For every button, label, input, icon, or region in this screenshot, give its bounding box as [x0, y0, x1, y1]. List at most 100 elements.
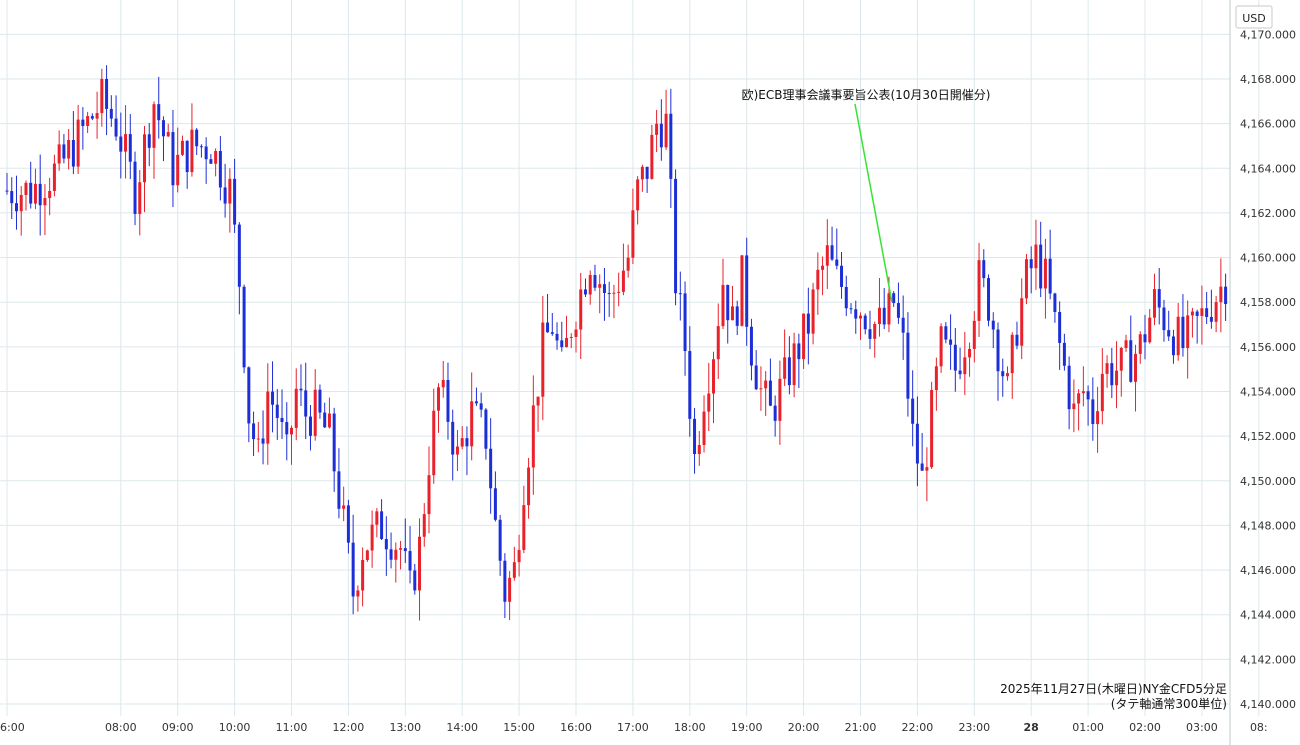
candle-body: [67, 139, 71, 159]
candle-body: [318, 389, 322, 413]
currency-badge: [1235, 5, 1273, 29]
x-tick-label: 02:00: [1129, 721, 1161, 734]
candle-body: [223, 187, 227, 204]
candle-body: [105, 78, 109, 109]
candle-body: [854, 309, 858, 319]
candle-body: [185, 140, 189, 173]
candle-body: [598, 284, 602, 288]
candle-body: [432, 410, 436, 476]
candle-body: [749, 326, 753, 366]
candle-body: [944, 326, 948, 340]
candle-body: [470, 401, 474, 447]
candle-body: [896, 303, 900, 318]
candle-body: [1176, 316, 1180, 356]
candle-body: [209, 159, 213, 164]
x-tick-label: 16:00: [560, 721, 592, 734]
candle-body: [1091, 399, 1095, 425]
candle-body: [930, 390, 934, 468]
candle-body: [342, 505, 346, 509]
x-tick-label: 15:00: [503, 721, 535, 734]
candle-body: [204, 146, 208, 160]
candle-body: [664, 113, 668, 148]
candle-body: [484, 409, 488, 449]
chart-caption-line1: 2025年11月27日(木曜日)NY金CFD5分足: [1000, 681, 1227, 696]
candle-body: [451, 421, 455, 455]
candle-body: [726, 284, 730, 321]
candle-body: [906, 332, 910, 399]
candle-body: [76, 119, 80, 167]
y-tick-label: 4,146.000: [1240, 564, 1296, 577]
candle-body: [991, 320, 995, 330]
candle-body: [1058, 312, 1062, 343]
candle-body: [399, 548, 403, 550]
candle-body: [934, 366, 938, 391]
candle-body: [176, 154, 180, 186]
candle-body: [1200, 308, 1204, 316]
candle-body: [19, 194, 23, 212]
candle-body: [621, 270, 625, 292]
candle-body: [114, 118, 118, 137]
x-tick-label: 13:00: [389, 721, 421, 734]
candle-body: [645, 166, 649, 179]
candle-body: [24, 182, 28, 195]
candle-body: [1067, 365, 1071, 410]
candle-body: [849, 308, 853, 310]
annotation-line: [854, 103, 893, 303]
candle-body: [778, 378, 782, 421]
candle-body: [133, 161, 137, 214]
candle-body: [1181, 316, 1185, 349]
candle-body: [474, 401, 478, 404]
candle-body: [441, 379, 445, 388]
candle-body: [1001, 371, 1005, 377]
x-tick-label: 22:00: [902, 721, 934, 734]
candle-body: [247, 367, 251, 424]
candle-body: [285, 422, 289, 435]
candle-body: [1043, 258, 1047, 289]
candle-body: [237, 224, 241, 287]
candle-body: [1110, 363, 1114, 386]
candle-body: [152, 104, 156, 148]
candle-body: [655, 123, 659, 135]
candle-body: [361, 559, 365, 591]
candle-body: [541, 322, 545, 397]
candle-body: [887, 293, 891, 325]
candle-body: [982, 260, 986, 279]
candle-body: [678, 293, 682, 295]
candle-body: [1134, 353, 1138, 382]
x-tick-label: 20:00: [788, 721, 820, 734]
candle-body: [617, 291, 621, 293]
x-tick-label: 03:00: [1186, 721, 1218, 734]
candle-body: [10, 191, 14, 204]
candle-body: [1129, 340, 1133, 382]
candle-body: [1105, 363, 1109, 374]
candle-body: [332, 413, 336, 472]
y-tick-label: 4,148.000: [1240, 519, 1296, 532]
candle-body: [261, 438, 265, 444]
candle-body: [498, 519, 502, 561]
candle-body: [57, 144, 61, 164]
y-tick-label: 4,150.000: [1240, 475, 1296, 488]
candle-body: [522, 505, 526, 550]
candle-body: [161, 120, 165, 137]
candle-body: [1096, 411, 1100, 425]
candle-body: [1119, 347, 1123, 371]
candle-body: [764, 380, 768, 389]
candle-body: [925, 467, 929, 471]
candle-body: [1143, 334, 1147, 343]
candle-body: [882, 307, 886, 325]
candle-body: [275, 404, 279, 418]
y-tick-label: 4,152.000: [1240, 430, 1296, 443]
candle-body: [280, 417, 284, 423]
candle-body: [384, 539, 388, 550]
candle-body: [1072, 403, 1076, 410]
candle-body: [588, 275, 592, 295]
candle-body: [1157, 289, 1161, 308]
candle-body: [821, 265, 825, 270]
candle-body: [1077, 393, 1081, 404]
candle-body: [62, 144, 66, 159]
candle-body: [252, 423, 256, 440]
candle-body: [389, 549, 393, 560]
candle-body: [95, 113, 99, 119]
candle-body: [166, 132, 170, 137]
candle-body: [351, 542, 355, 597]
